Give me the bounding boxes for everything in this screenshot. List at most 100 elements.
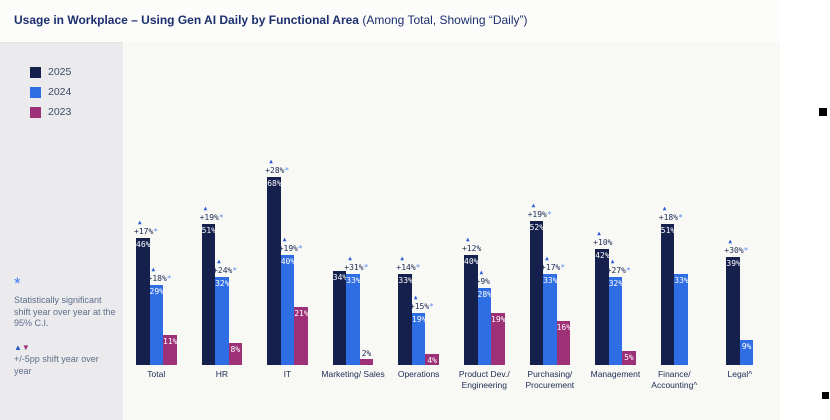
- bar-2024-total: 29%: [149, 285, 164, 365]
- category-label-management: Management: [590, 369, 641, 379]
- sidebar: 2025 2024 2023 * Statistically significa…: [0, 43, 123, 420]
- bar-value-label: 28%: [477, 290, 492, 299]
- category-label-total: Total: [147, 369, 166, 379]
- bar-value-label: 40%: [464, 257, 479, 266]
- triangle-up-icon: ▲: [217, 257, 221, 265]
- triangle-up-icon: ▲: [151, 265, 156, 273]
- change-annotation-2025-management: ▲ +10%: [593, 229, 613, 247]
- bar-2025-purchasing-procurement: 52%: [529, 221, 544, 365]
- bar-2023-marketing-sales: [359, 359, 374, 365]
- bar-2025-management: 42%: [595, 249, 610, 365]
- bar-2024-hr: 32%: [215, 277, 230, 365]
- bar-2023-operations: 4%: [425, 354, 439, 365]
- triangle-up-icon: ▲: [400, 254, 405, 262]
- significance-asterisk: *: [232, 265, 238, 275]
- significance-asterisk: *: [218, 212, 224, 222]
- bar-value-label: 19%: [411, 315, 427, 324]
- bar-value-label: 8%: [230, 345, 241, 354]
- bar-2024-product-dev-engineering: 28%: [477, 288, 492, 365]
- triangle-up-icon: ▲: [479, 268, 484, 276]
- triangle-up-icon: ▲: [14, 343, 22, 353]
- change-annotation-2025-total: ▲ +17%*: [134, 218, 159, 236]
- bar-value-label: 33%: [398, 276, 413, 285]
- triangle-up-icon: ▲: [348, 254, 352, 262]
- triangle-up-icon: ▲: [282, 235, 287, 243]
- page-title-subtitle: (Among Total, Showing “Daily”): [362, 13, 528, 27]
- change-annotation-2025-legal: ▲ +30%*: [724, 237, 749, 255]
- bar-value-label: 11%: [163, 337, 178, 346]
- bar-value-label: 39%: [726, 259, 741, 268]
- significance-note: Statistically significant shift year ove…: [14, 295, 116, 329]
- significance-asterisk: *: [284, 165, 290, 175]
- page-title-main: Usage in Workplace – Using Gen AI Daily …: [14, 13, 359, 27]
- bar-value-label: 46%: [136, 240, 151, 249]
- bar-2024-finance-accounting: 33%: [674, 274, 689, 365]
- bar-2023-purchasing-procurement: 16%: [556, 321, 572, 365]
- bar-2023-total: 11%: [163, 335, 177, 365]
- legend-item-2024: 2024: [30, 86, 71, 98]
- shift-note: +/-5pp shift year over year: [14, 354, 99, 376]
- bar-2025-operations: 33%: [398, 274, 413, 365]
- legend-item-2025: 2025: [30, 66, 71, 78]
- category-label-hr: HR: [215, 369, 228, 379]
- bar-2024-purchasing-procurement: 33%: [543, 274, 558, 365]
- legend-label: 2025: [48, 66, 72, 78]
- bar-2024-it: 40%: [280, 255, 296, 365]
- page-title: Usage in Workplace – Using Gen AI Daily …: [14, 13, 528, 27]
- bar-2025-it: 68%: [267, 177, 282, 365]
- category-label-it: IT: [283, 369, 292, 379]
- legend-label: 2024: [48, 86, 72, 98]
- change-annotation-2024-purchasing-procurement: ▲ +17%*: [541, 254, 566, 272]
- bar-value-label: 4%: [427, 356, 437, 365]
- significance-asterisk: *: [625, 265, 631, 275]
- significance-asterisk: *: [153, 226, 159, 236]
- triangle-up-icon: ▲: [597, 229, 601, 237]
- legend-swatch-2024: [30, 86, 41, 98]
- triangle-up-icon: ▲: [545, 254, 549, 262]
- significance-asterisk: *: [743, 245, 749, 255]
- bar-value-label: 33%: [543, 276, 558, 285]
- bar-2025-finance-accounting: 51%: [660, 224, 675, 365]
- change-annotation-2025-product-dev-engineering: ▲ +12%: [462, 235, 482, 253]
- bar-value-label: 2%: [361, 349, 372, 358]
- bar-value-label: 32%: [608, 279, 624, 288]
- bar-value-label: 51%: [201, 226, 217, 235]
- triangle-up-icon: ▲: [413, 293, 418, 301]
- bar-2024-legal: 9%: [739, 340, 754, 365]
- legend-label: 2023: [48, 106, 72, 118]
- significance-asterisk: *: [166, 273, 172, 283]
- category-label-finance-accounting: Finance/Accounting^: [651, 369, 698, 390]
- chart-legend: 2025 2024 2023: [30, 66, 71, 126]
- bar-value-label: 33%: [674, 276, 689, 285]
- asterisk-icon: *: [14, 274, 21, 293]
- category-label-purchasing-procurement: Purchasing/Procurement: [525, 369, 575, 390]
- bar-value-label: 5%: [624, 353, 634, 362]
- triangle-up-icon: ▲: [138, 218, 142, 226]
- change-annotation-2025-purchasing-procurement: ▲ +19%*: [527, 201, 552, 219]
- change-annotation-2025-operations: ▲ +14%*: [396, 254, 421, 272]
- bar-value-label: 21%: [294, 309, 309, 318]
- significance-asterisk: *: [678, 212, 683, 222]
- triangle-up-icon: ▲: [269, 157, 273, 165]
- change-annotation-2024-hr: ▲ +24%*: [213, 257, 238, 275]
- change-annotation-2024-it: ▲ +19%*: [278, 235, 303, 253]
- category-label-legal: Legal^: [727, 369, 753, 379]
- bar-value-label: 40%: [280, 257, 296, 266]
- shift-triangles-icon: ▲▼: [14, 344, 116, 352]
- change-annotation-2024-operations: ▲ +15%*: [409, 293, 434, 311]
- bar-2024-operations: 19%: [411, 313, 427, 365]
- legend-swatch-2025: [30, 66, 41, 78]
- triangle-up-icon: ▲: [662, 204, 667, 212]
- bar-value-label: 42%: [595, 251, 610, 260]
- bar-2025-product-dev-engineering: 40%: [464, 255, 478, 365]
- header: Usage in Workplace – Using Gen AI Daily …: [0, 0, 780, 43]
- bar-value-label: 16%: [556, 323, 572, 332]
- triangle-up-icon: ▲: [610, 257, 615, 265]
- bar-2023-it: 21%: [294, 307, 309, 365]
- category-label-product-dev-engineering: Product Dev./Engineering: [458, 369, 510, 390]
- significance-asterisk: *: [429, 301, 434, 311]
- bar-value-label: 9%: [741, 342, 752, 351]
- bar-2025-marketing-sales: 34%: [332, 271, 348, 365]
- bar-value-label: 34%: [332, 273, 348, 282]
- artifact-square-bottom: [822, 392, 829, 399]
